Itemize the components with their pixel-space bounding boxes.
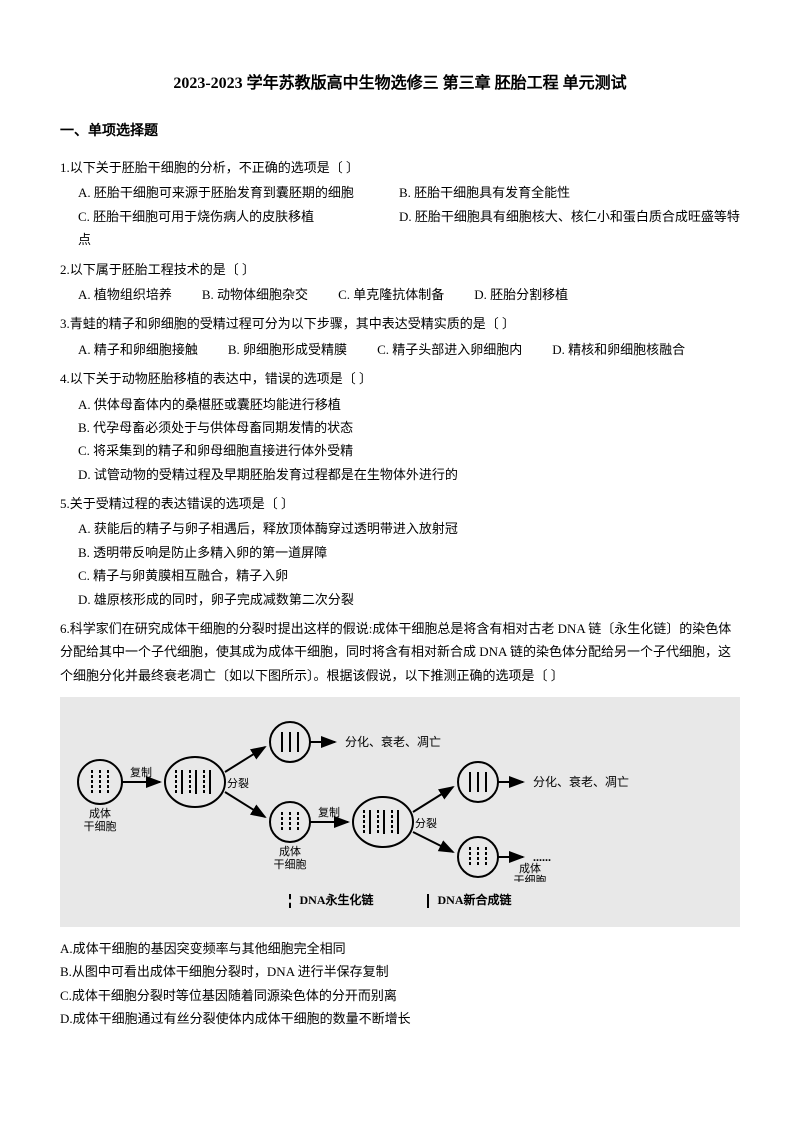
diagram-svg: 成体 干细胞 复制 分裂 分化、衰老、凋亡 成体 干细胞 复制	[70, 712, 730, 882]
q3-optA: A. 精子和卵细胞接触	[78, 338, 198, 361]
label-stem-2: 成体	[279, 844, 301, 858]
label-stem-1b: 干细胞	[84, 820, 117, 833]
q4-optC: C. 将采集到的精子和卵母细胞直接进行体外受精	[78, 439, 740, 462]
question-5: 5.关于受精过程的表达错误的选项是〔 〕 A. 获能后的精子与卵子相遇后，释放顶…	[60, 492, 740, 611]
page-title: 2023-2023 学年苏教版高中生物选修三 第三章 胚胎工程 单元测试	[60, 70, 740, 99]
q2-optB: B. 动物体细胞杂交	[202, 283, 308, 306]
label-dots: ......	[533, 850, 551, 864]
legend-solid: DNA新合成链	[427, 890, 512, 912]
q3-text: 3.青蛙的精子和卵细胞的受精过程可分为以下步骤，其中表达受精实质的是〔 〕	[60, 312, 740, 335]
label-replicate-1: 复制	[130, 765, 152, 779]
q4-text: 4.以下关于动物胚胎移植的表达中，错误的选项是〔 〕	[60, 367, 740, 390]
q4-optA: A. 供体母畜体内的桑椹胚或囊胚均能进行移植	[78, 393, 740, 416]
section-header: 一、单项选择题	[60, 119, 740, 144]
label-stem-2b: 干细胞	[274, 858, 307, 871]
diagram-legend: DNA永生化链 DNA新合成链	[70, 890, 730, 912]
q6-optC: C.成体干细胞分裂时等位基因随着同源染色体的分开而别离	[60, 984, 740, 1007]
q2-text: 2.以下属于胚胎工程技术的是〔 〕	[60, 258, 740, 281]
question-3: 3.青蛙的精子和卵细胞的受精过程可分为以下步骤，其中表达受精实质的是〔 〕 A.…	[60, 312, 740, 361]
q2-optD: D. 胚胎分割移植	[474, 283, 568, 306]
q6-optB: B.从图中可看出成体干细胞分裂时，DNA 进行半保存复制	[60, 960, 740, 983]
label-replicate-2: 复制	[318, 805, 340, 819]
q3-optD: D. 精核和卵细胞核融合	[552, 338, 685, 361]
q1-optA: A. 胚胎干细胞可来源于胚胎发育到囊胚期的细胞	[78, 181, 396, 204]
q5-optA: A. 获能后的精子与卵子相遇后，释放顶体酶穿过透明带进入放射冠	[78, 517, 740, 540]
q1-optB: B. 胚胎干细胞具有发育全能性	[399, 181, 717, 204]
legend-dashed: DNA永生化链	[289, 890, 374, 912]
q6-text: 6.科学家们在研究成体干细胞的分裂时提出这样的假说:成体干细胞总是将含有相对古老…	[60, 617, 740, 687]
q2-optA: A. 植物组织培养	[78, 283, 172, 306]
q5-text: 5.关于受精过程的表达错误的选项是〔 〕	[60, 492, 740, 515]
question-6-options: A.成体干细胞的基因突变频率与其他细胞完全相同 B.从图中可看出成体干细胞分裂时…	[60, 937, 740, 1031]
q6-optA: A.成体干细胞的基因突变频率与其他细胞完全相同	[60, 937, 740, 960]
stem-cell-diagram: 成体 干细胞 复制 分裂 分化、衰老、凋亡 成体 干细胞 复制	[60, 697, 740, 927]
label-stem-3: 成体	[519, 861, 541, 875]
question-4: 4.以下关于动物胚胎移植的表达中，错误的选项是〔 〕 A. 供体母畜体内的桑椹胚…	[60, 367, 740, 486]
q5-optD: D. 雄原核形成的同时，卵子完成减数第二次分裂	[78, 588, 740, 611]
label-divide-1: 分裂	[227, 777, 249, 790]
q3-optC: C. 精子头部进入卵细胞内	[377, 338, 522, 361]
q6-optD: D.成体干细胞通过有丝分裂使体内成体干细胞的数量不断增长	[60, 1007, 740, 1030]
q3-optB: B. 卵细胞形成受精膜	[228, 338, 347, 361]
q5-optC: C. 精子与卵黄膜相互融合，精子入卵	[78, 564, 740, 587]
label-fate-1: 分化、衰老、凋亡	[345, 734, 441, 749]
question-1: 1.以下关于胚胎干细胞的分析，不正确的选项是〔 〕 A. 胚胎干细胞可来源于胚胎…	[60, 156, 740, 252]
q1-optC: C. 胚胎干细胞可用于烧伤病人的皮肤移植	[78, 205, 396, 228]
question-2: 2.以下属于胚胎工程技术的是〔 〕 A. 植物组织培养 B. 动物体细胞杂交 C…	[60, 258, 740, 307]
label-stem-3b: 干细胞	[514, 874, 547, 882]
q1-text: 1.以下关于胚胎干细胞的分析，不正确的选项是〔 〕	[60, 156, 740, 179]
question-6: 6.科学家们在研究成体干细胞的分裂时提出这样的假说:成体干细胞总是将含有相对古老…	[60, 617, 740, 687]
label-divide-2: 分裂	[415, 817, 437, 830]
q2-optC: C. 单克隆抗体制备	[338, 283, 444, 306]
q5-optB: B. 透明带反响是防止多精入卵的第一道屏障	[78, 541, 740, 564]
label-fate-2: 分化、衰老、凋亡	[533, 774, 629, 789]
q4-optB: B. 代孕母畜必须处于与供体母畜同期发情的状态	[78, 416, 740, 439]
q4-optD: D. 试管动物的受精过程及早期胚胎发育过程都是在生物体外进行的	[78, 463, 740, 486]
label-stem-1: 成体	[89, 806, 111, 820]
